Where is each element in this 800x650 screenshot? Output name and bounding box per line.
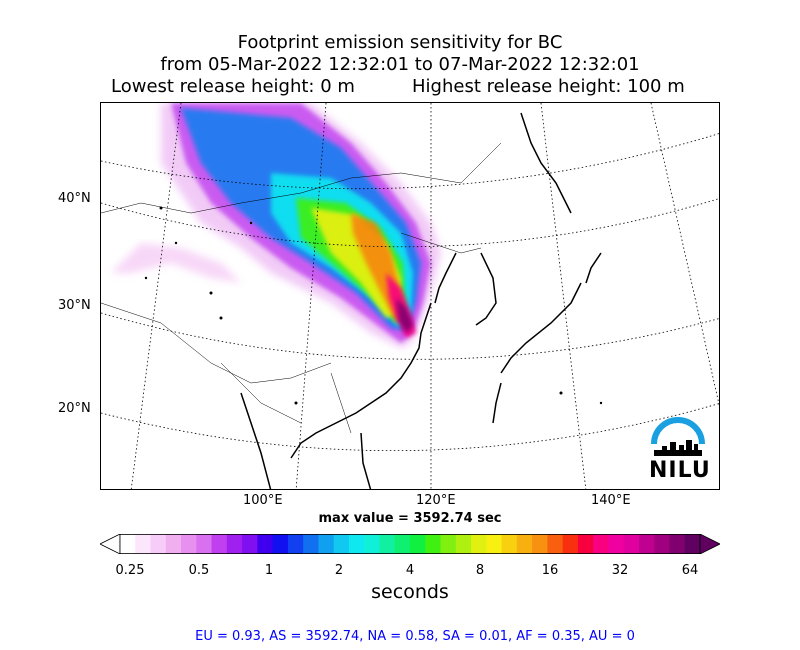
colorbar-segment xyxy=(532,534,548,554)
colorbar-outline xyxy=(119,534,701,554)
lat-label-30: 30°N xyxy=(58,298,91,313)
colorbar-segment xyxy=(348,534,365,554)
colorbar-tick: 0.5 xyxy=(188,563,210,578)
footprint-map xyxy=(100,102,720,490)
colorbar-segment xyxy=(425,534,442,554)
colorbar-segment xyxy=(242,534,258,554)
region-summary: EU = 0.93, AS = 3592.74, NA = 0.58, SA =… xyxy=(195,629,635,644)
colorbar-tick: 32 xyxy=(611,563,629,578)
map-graphics xyxy=(101,103,719,489)
colorbar-segment xyxy=(135,534,152,554)
colorbar-tick: 64 xyxy=(681,563,699,578)
plot-title-line2: from 05-Mar-2022 12:32:01 to 07-Mar-2022… xyxy=(160,54,640,75)
colorbar-segment xyxy=(120,534,136,554)
colorbar-tick: 8 xyxy=(475,563,485,578)
colorbar-segment xyxy=(669,534,686,554)
colorbar-segment xyxy=(165,534,182,554)
colorbar-segment xyxy=(333,534,350,554)
lon-label-100: 100°E xyxy=(243,493,283,508)
colorbar-tick: 1 xyxy=(264,563,274,578)
colorbar-segment xyxy=(486,534,503,554)
colorbar-segment xyxy=(318,534,335,554)
colorbar-segment xyxy=(379,534,396,554)
colorbar-tick: 16 xyxy=(541,563,559,578)
nilu-logo-icon xyxy=(651,417,705,456)
colorbar-min-arrow xyxy=(100,534,121,554)
colorbar-segment xyxy=(654,534,670,554)
colorbar-segment xyxy=(394,534,411,554)
colorbar-segment xyxy=(471,534,487,554)
colorbar-segment xyxy=(638,534,655,554)
coastlines xyxy=(240,112,602,489)
colorbar-segment xyxy=(593,534,609,554)
colorbar-segment xyxy=(516,534,533,554)
lakes xyxy=(144,206,603,405)
country-borders xyxy=(101,142,502,434)
colorbar-segment xyxy=(196,534,213,554)
colorbar-max-arrow xyxy=(699,534,720,554)
colorbar-segment xyxy=(608,534,625,554)
colorbar-segment xyxy=(440,534,457,554)
lon-label-140: 140°E xyxy=(591,493,631,508)
colorbar-segment xyxy=(181,534,197,554)
colorbar-segment xyxy=(547,534,564,554)
highest-release-height: Highest release height: 100 m xyxy=(412,76,685,97)
colorbar-segment xyxy=(303,534,319,554)
emission-plume xyxy=(111,103,441,348)
lon-label-120: 120°E xyxy=(416,493,456,508)
colorbar-segment xyxy=(455,534,472,554)
colorbar-tick: 0.25 xyxy=(115,563,145,578)
colorbar-segment xyxy=(272,534,289,554)
colorbar-segment xyxy=(501,534,518,554)
colorbar-segment xyxy=(623,534,640,554)
lat-label-20: 20°N xyxy=(58,401,91,416)
colorbar-segment xyxy=(684,534,701,554)
lat-label-40: 40°N xyxy=(58,191,91,206)
colorbar-segment xyxy=(150,534,167,554)
colorbar-tick: 2 xyxy=(334,563,344,578)
colorbar xyxy=(100,534,720,554)
colorbar-segment xyxy=(577,534,594,554)
nilu-logo-text: NILU xyxy=(649,458,711,483)
plot-title-line1: Footprint emission sensitivity for BC xyxy=(237,32,563,53)
colorbar-segment xyxy=(410,534,426,554)
max-value-label: max value = 3592.74 sec xyxy=(318,511,502,526)
colorbar-segment xyxy=(257,534,274,554)
colorbar-tick: 4 xyxy=(405,563,415,578)
lowest-release-height: Lowest release height: 0 m xyxy=(111,76,355,97)
colorbar-segment xyxy=(562,534,579,554)
colorbar-segment xyxy=(287,534,304,554)
colorbar-segment xyxy=(211,534,228,554)
colorbar-segment xyxy=(364,534,380,554)
colorbar-units: seconds xyxy=(371,581,449,603)
graticule xyxy=(101,103,719,489)
colorbar-segment xyxy=(226,534,243,554)
